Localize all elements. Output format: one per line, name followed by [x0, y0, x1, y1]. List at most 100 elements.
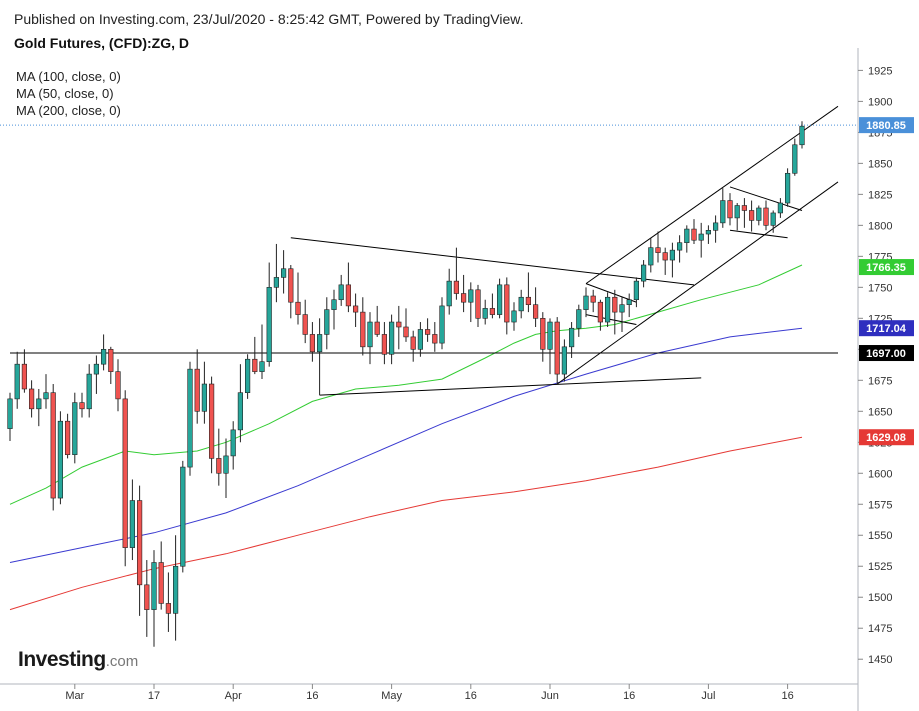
candle	[302, 299, 308, 344]
candle-body-up	[518, 296, 524, 312]
candle	[288, 265, 294, 319]
candle-body-up	[626, 299, 632, 305]
candle-body-down	[691, 228, 697, 241]
candle	[273, 243, 280, 303]
candle	[770, 210, 776, 233]
candle-body-up	[101, 349, 107, 365]
legend-ma200[interactable]: MA (200, close, 0)	[16, 103, 121, 118]
x-tick-label: 16	[781, 690, 793, 702]
candle	[417, 322, 424, 357]
candle-body-up	[331, 299, 337, 310]
candle	[50, 384, 56, 511]
candle	[612, 289, 618, 335]
x-tick-label: 16	[306, 690, 318, 702]
price-tag-1717-04: 1717.04	[859, 320, 914, 337]
candle-body-up	[36, 398, 42, 410]
candle	[763, 200, 769, 231]
candle-body-down	[763, 207, 769, 226]
candle	[648, 237, 654, 273]
candle-body-up	[43, 392, 49, 400]
candle	[381, 322, 388, 365]
candle-body-up	[237, 392, 244, 431]
candle-body-up	[223, 455, 229, 474]
candle	[727, 193, 733, 226]
candle	[14, 351, 20, 409]
price-tag-1697-00-box	[859, 345, 914, 362]
candle-body-down	[727, 200, 733, 219]
trendline-triangle-upper	[290, 237, 695, 286]
y-tick-label: 1750	[868, 282, 892, 294]
candle	[496, 278, 503, 319]
candle-body-down	[28, 388, 35, 410]
candle-body-up	[72, 402, 78, 455]
candle-body-down	[453, 280, 460, 294]
x-tick-label: 16	[465, 690, 477, 702]
price-tag-1717-04-box	[859, 320, 914, 337]
candle	[597, 299, 603, 331]
x-tick-label: Jun	[541, 690, 559, 702]
candle-body-up	[93, 363, 99, 375]
candle-body-down	[65, 420, 71, 455]
candle	[187, 361, 193, 476]
candle-body-up	[367, 321, 373, 348]
legend-ma50[interactable]: MA (50, close, 0)	[16, 86, 114, 101]
candle	[93, 355, 99, 394]
candle	[720, 188, 726, 228]
candle-body-up	[417, 329, 424, 350]
candle	[547, 318, 553, 375]
candle-body-down	[597, 301, 603, 323]
candle	[280, 250, 287, 294]
candle-body-up	[720, 200, 726, 224]
trendline-channel-lower	[556, 181, 839, 385]
candle	[633, 277, 639, 308]
candle	[403, 308, 409, 342]
y-tick-label: 1650	[868, 406, 892, 418]
candle-body-up	[57, 420, 63, 499]
x-tick-label: Apr	[225, 690, 242, 702]
publish-info: Published on Investing.com, 23/Jul/2020 …	[14, 11, 524, 27]
candle	[511, 302, 517, 331]
candle-body-down	[302, 314, 308, 335]
candle	[561, 339, 567, 382]
candle	[108, 346, 114, 385]
candle	[460, 274, 467, 313]
candle-body-up	[547, 321, 553, 350]
legend-ma100[interactable]: MA (100, close, 0)	[16, 69, 121, 84]
y-tick-label: 1675	[868, 375, 892, 387]
candle	[604, 292, 611, 327]
candle-body-up	[439, 305, 445, 344]
candle-body-up	[583, 295, 589, 310]
candle	[259, 324, 265, 380]
candle-body-down	[194, 368, 200, 412]
candle	[201, 361, 208, 424]
candle-body-down	[475, 289, 481, 319]
y-tick-label: 1800	[868, 220, 892, 232]
candle	[72, 392, 78, 464]
candle	[525, 272, 531, 313]
price-tag-1766-35-label: 1766.35	[866, 262, 906, 274]
candle-body-down	[122, 398, 128, 548]
x-tick-label: Mar	[65, 690, 84, 702]
candle	[101, 334, 107, 371]
candle	[21, 349, 28, 393]
y-tick-label: 1900	[868, 96, 892, 108]
chart-title[interactable]: Gold Futures, (CFD):ZG, D	[14, 35, 189, 51]
candle	[532, 287, 539, 327]
candle	[482, 299, 488, 325]
candle	[151, 550, 157, 647]
candle	[374, 305, 380, 337]
x-tick-label: 17	[148, 690, 160, 702]
candle-body-up	[180, 466, 186, 567]
candle-body-down	[662, 252, 668, 261]
candle	[158, 541, 164, 610]
x-tick-label: May	[381, 690, 402, 702]
candle-body-down	[108, 349, 114, 372]
indicator-legend: MA (100, close, 0) MA (50, close, 0) MA …	[16, 68, 121, 119]
candle-body-down	[165, 603, 172, 614]
candle-body-up	[705, 230, 711, 235]
candle-body-up	[468, 289, 474, 303]
candle-body-up	[259, 361, 265, 372]
candle	[115, 359, 121, 412]
y-tick-label: 1575	[868, 499, 892, 511]
